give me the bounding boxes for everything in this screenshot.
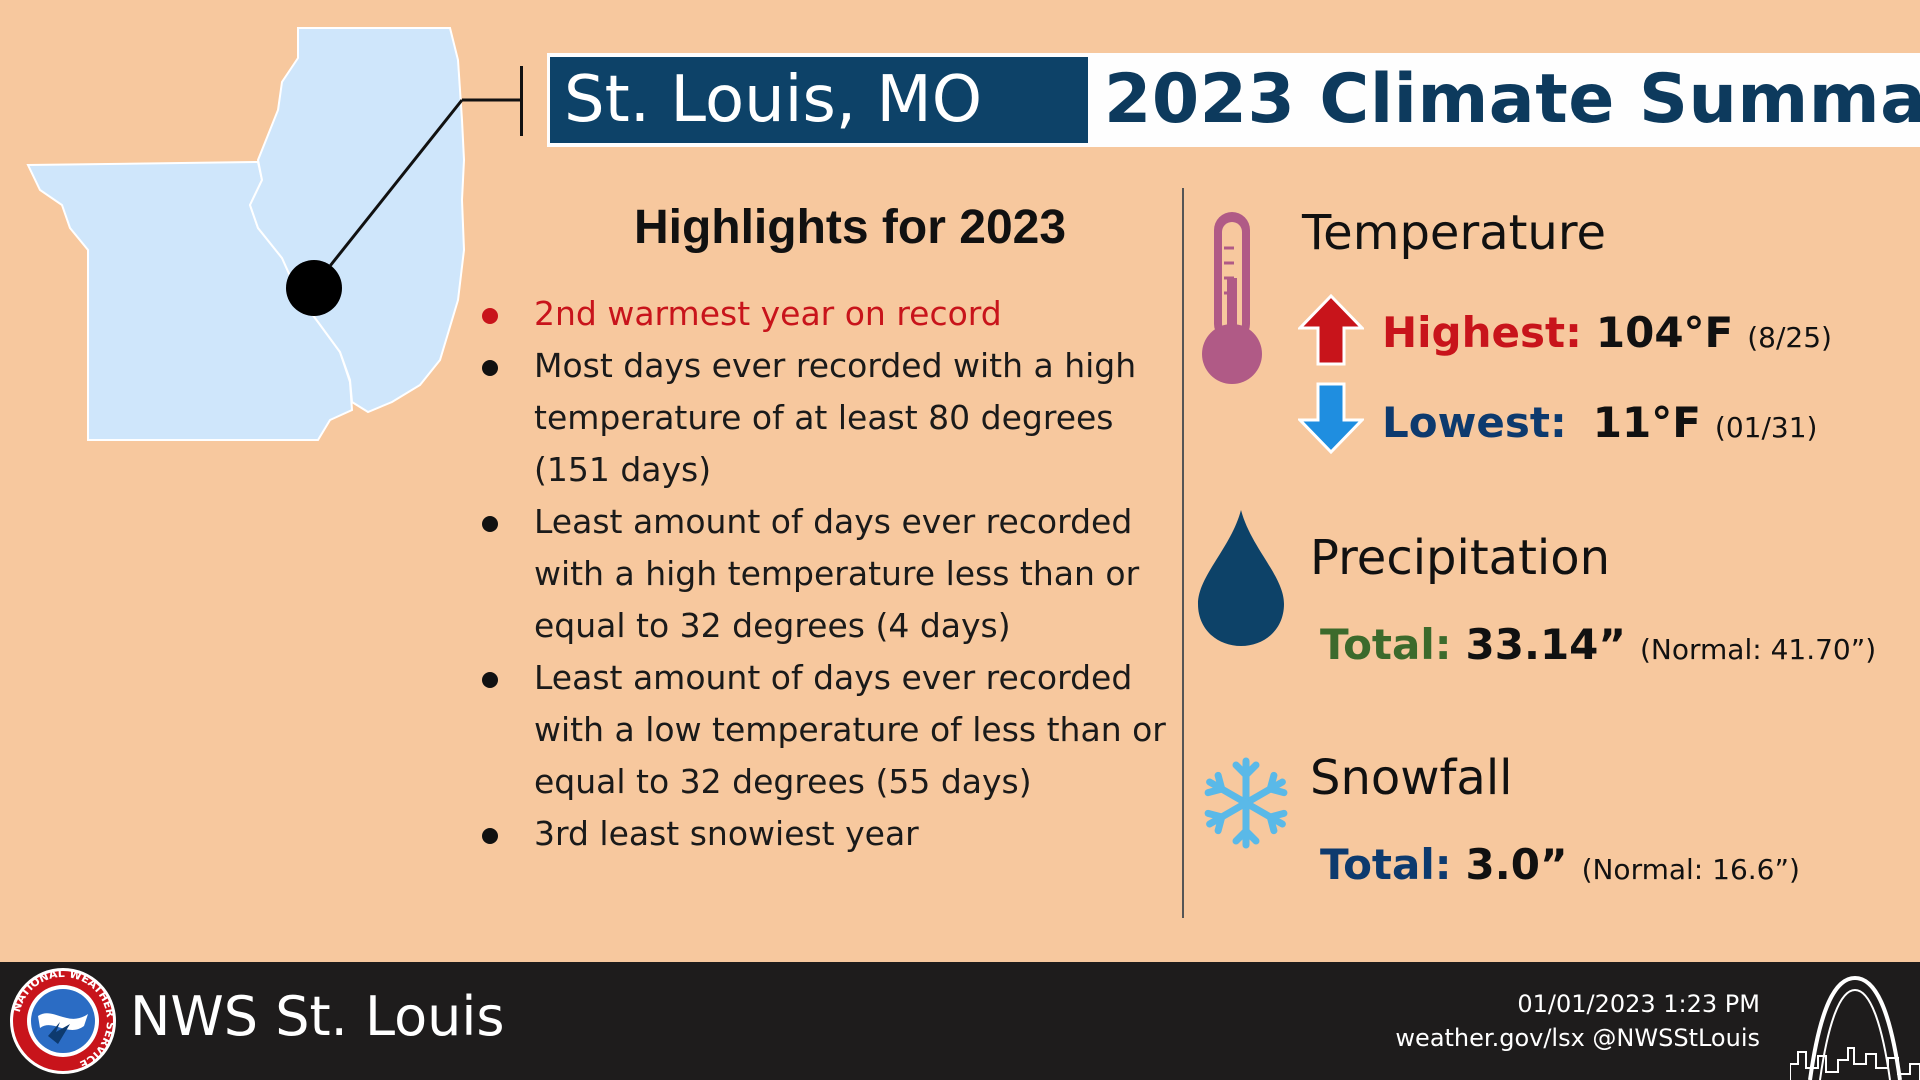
snow-total-value: 3.0”	[1465, 840, 1568, 889]
lowest-date: (01/31)	[1714, 411, 1818, 444]
snowflake-icon	[1204, 757, 1288, 849]
marker-leader-line	[328, 99, 464, 267]
highest-temp-row: Highest: 104°F (8/25)	[1382, 308, 1832, 357]
bullet-icon	[482, 308, 498, 324]
list-item: 3rd least snowiest year	[478, 808, 1178, 860]
precip-total-value: 33.14”	[1465, 620, 1626, 669]
precip-total-label: Total:	[1320, 620, 1452, 669]
list-item: 2nd warmest year on record	[478, 288, 1178, 340]
gateway-arch-icon	[1790, 975, 1920, 1080]
footer-web: weather.gov/lsx @NWSStLouis	[1395, 1024, 1760, 1052]
lowest-label: Lowest:	[1382, 398, 1567, 447]
highest-date: (8/25)	[1747, 321, 1832, 354]
highlights-title: Highlights for 2023	[633, 201, 1067, 254]
snow-normal: (Normal: 16.6”)	[1581, 853, 1800, 886]
list-item: Least amount of days ever recorded with …	[478, 652, 1178, 808]
down-arrow-icon	[1298, 382, 1364, 454]
footer-bar	[0, 962, 1920, 1080]
precipitation-title: Precipitation	[1310, 530, 1611, 586]
list-item: Least amount of days ever recorded with …	[478, 496, 1178, 652]
up-arrow-icon	[1298, 294, 1364, 366]
temperature-title: Temperature	[1302, 205, 1607, 261]
snow-total-row: Total: 3.0” (Normal: 16.6”)	[1320, 840, 1800, 889]
snow-total-label: Total:	[1320, 840, 1452, 889]
bullet-icon	[482, 360, 498, 376]
bullet-icon	[482, 516, 498, 532]
leader-tick	[520, 66, 523, 136]
highlights-list: 2nd warmest year on record Most days eve…	[478, 288, 1178, 860]
footer-timestamp: 01/01/2023 1:23 PM	[1517, 990, 1760, 1018]
snowfall-title: Snowfall	[1310, 750, 1513, 806]
lowest-temp-row: Lowest: 11°F (01/31)	[1382, 398, 1817, 447]
bullet-icon	[482, 672, 498, 688]
precip-normal: (Normal: 41.70”)	[1640, 633, 1877, 666]
illinois-shape	[248, 27, 466, 414]
vertical-divider	[1182, 188, 1184, 918]
nws-logo-icon: NATIONAL WEATHER SERVICE	[10, 967, 117, 1074]
precip-total-row: Total: 33.14” (Normal: 41.70”)	[1320, 620, 1876, 669]
bullet-icon	[482, 828, 498, 844]
highest-value: 104°F	[1595, 308, 1734, 357]
water-drop-icon	[1198, 510, 1284, 646]
st-louis-marker	[286, 260, 342, 316]
region-map	[26, 27, 520, 441]
office-name: NWS St. Louis	[130, 985, 505, 1048]
list-item: Most days ever recorded with a high temp…	[478, 340, 1178, 496]
lowest-value: 11°F	[1592, 398, 1701, 447]
location-title: St. Louis, MO	[550, 57, 1088, 143]
page-title: 2023 Climate Summary	[1104, 60, 1920, 139]
thermometer-icon	[1202, 212, 1262, 384]
highest-label: Highest:	[1382, 308, 1582, 357]
